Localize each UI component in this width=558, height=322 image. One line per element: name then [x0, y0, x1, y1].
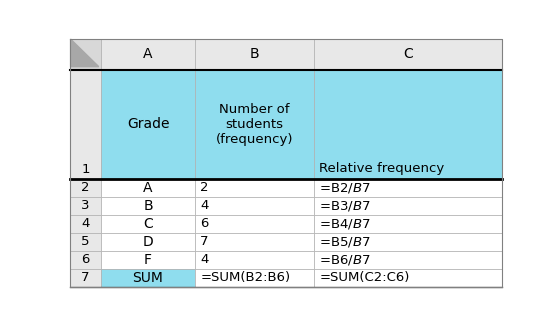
Bar — [314, 70, 502, 179]
Text: B: B — [250, 47, 259, 61]
Text: =SUM(B2:B6): =SUM(B2:B6) — [200, 271, 291, 284]
Bar — [314, 215, 502, 233]
Text: 6: 6 — [81, 253, 89, 266]
Bar — [101, 70, 195, 179]
Bar — [314, 269, 502, 287]
Text: 4: 4 — [81, 217, 89, 230]
Text: =B4/$B$7: =B4/$B$7 — [319, 217, 371, 231]
Bar — [70, 233, 101, 251]
Bar — [314, 251, 502, 269]
Bar — [195, 269, 314, 287]
Text: C: C — [143, 217, 153, 231]
Text: C: C — [403, 47, 413, 61]
Text: 7: 7 — [81, 271, 90, 284]
Bar — [70, 197, 101, 215]
Bar — [101, 233, 195, 251]
Text: F: F — [144, 253, 152, 267]
Text: Grade: Grade — [127, 117, 169, 131]
Text: 4: 4 — [200, 199, 209, 212]
Bar — [101, 179, 195, 197]
Bar — [101, 269, 195, 287]
Text: A: A — [143, 181, 153, 195]
Text: =B3/$B$7: =B3/$B$7 — [319, 199, 371, 213]
Text: D: D — [143, 235, 153, 249]
Text: =B6/$B$7: =B6/$B$7 — [319, 253, 371, 267]
Bar — [70, 215, 101, 233]
Bar — [195, 233, 314, 251]
Text: =SUM(C2:C6): =SUM(C2:C6) — [319, 271, 410, 284]
Polygon shape — [71, 39, 99, 67]
Bar — [70, 251, 101, 269]
Text: 7: 7 — [200, 235, 209, 248]
Bar — [314, 197, 502, 215]
Bar — [70, 179, 101, 197]
Bar — [314, 39, 502, 70]
Text: 2: 2 — [81, 181, 90, 194]
Text: 3: 3 — [81, 199, 90, 212]
Text: B: B — [143, 199, 153, 213]
Bar — [195, 197, 314, 215]
Bar — [195, 70, 314, 179]
Bar — [101, 215, 195, 233]
Bar — [101, 39, 195, 70]
Text: 2: 2 — [200, 181, 209, 194]
Bar — [101, 197, 195, 215]
Bar — [195, 215, 314, 233]
Bar — [314, 233, 502, 251]
Bar — [70, 269, 101, 287]
Bar — [195, 39, 314, 70]
Bar — [314, 179, 502, 197]
Text: 4: 4 — [200, 253, 209, 266]
Text: =B2/$B$7: =B2/$B$7 — [319, 181, 371, 195]
Bar — [195, 179, 314, 197]
Bar — [195, 251, 314, 269]
Text: A: A — [143, 47, 153, 61]
Text: =B5/$B$7: =B5/$B$7 — [319, 235, 371, 249]
Text: 1: 1 — [81, 163, 90, 176]
Bar — [70, 39, 101, 70]
Text: Number of
students
(frequency): Number of students (frequency) — [216, 103, 294, 146]
Text: Relative frequency: Relative frequency — [319, 162, 445, 175]
Bar — [70, 70, 101, 179]
Text: 6: 6 — [200, 217, 209, 230]
Text: SUM: SUM — [133, 270, 163, 285]
Bar — [101, 251, 195, 269]
Text: 5: 5 — [81, 235, 90, 248]
